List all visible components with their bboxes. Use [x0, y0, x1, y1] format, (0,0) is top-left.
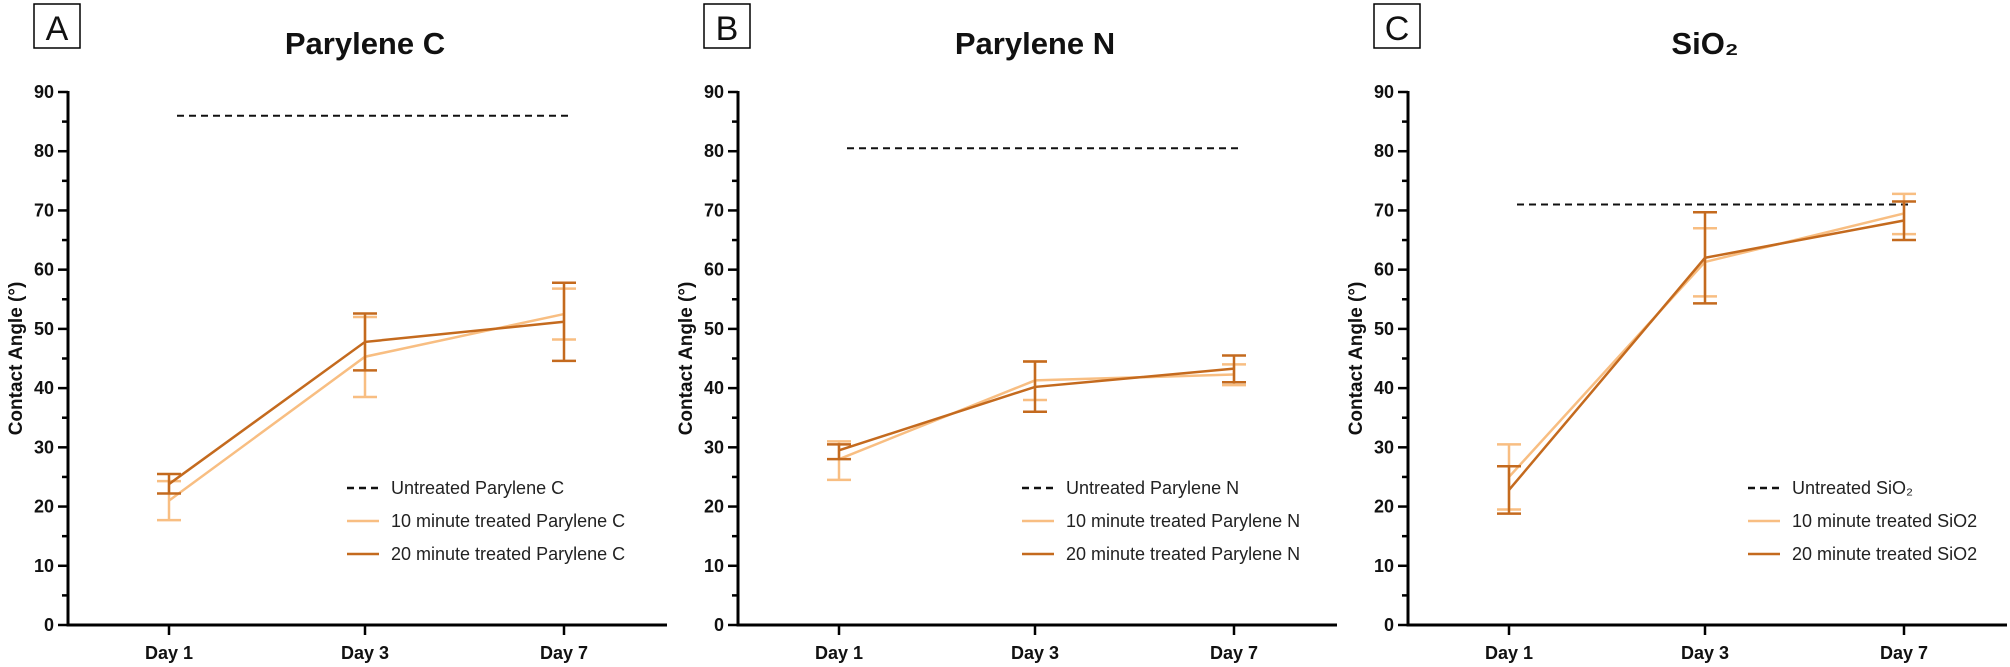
error-bar — [157, 472, 181, 495]
y-tick-label: 90 — [704, 82, 724, 102]
legend-label: 10 minute treated Parylene C — [391, 511, 625, 531]
error-bar — [1892, 200, 1916, 242]
y-tick-label: 20 — [704, 497, 724, 517]
y-tick-label: 90 — [34, 82, 54, 102]
y-tick-label: 50 — [1374, 319, 1394, 339]
y-tick-label: 0 — [1384, 615, 1394, 635]
chart-panel-a: A Parylene C Contact Angle (°) 0 10 20 30 40 50 6… — [6, 3, 667, 663]
y-tick-label: 60 — [34, 260, 54, 280]
y-tick-label: 20 — [34, 497, 54, 517]
y-tick-label: 0 — [714, 615, 724, 635]
error-bar — [552, 281, 576, 363]
error-bar — [353, 312, 377, 372]
y-tick-label: 10 — [704, 556, 724, 576]
chart-panel-b: B Parylene N Contact Angle (°) 0 10 20 30 40 50 6… — [676, 3, 1337, 663]
y-tick-label: 50 — [34, 319, 54, 339]
y-tick-label: 80 — [1374, 141, 1394, 161]
y-tick-label: 30 — [1374, 437, 1394, 457]
x-tick-label: Day 3 — [1681, 643, 1729, 663]
legend-label: 10 minute treated Parylene N — [1066, 511, 1300, 531]
legend-label: Untreated Parylene C — [391, 478, 564, 498]
panel-label-box — [33, 3, 81, 49]
y-tick-label: 40 — [34, 378, 54, 398]
panel-label-box — [703, 3, 751, 49]
y-tick-label: 20 — [1374, 497, 1394, 517]
legend-label: 10 minute treated SiO2 — [1792, 511, 1977, 531]
y-tick-label: 90 — [1374, 82, 1394, 102]
y-tick-label: 80 — [34, 141, 54, 161]
y-axis-label: Contact Angle (°) — [676, 282, 697, 436]
legend: Untreated Parylene N 10 minute treated Pa… — [1022, 478, 1300, 564]
x-tick-label: Day 1 — [815, 643, 863, 663]
error-bar — [1693, 210, 1717, 305]
y-tick-label: 60 — [1374, 260, 1394, 280]
legend-label: 20 minute treated Parylene N — [1066, 544, 1300, 564]
error-bar — [1497, 465, 1521, 515]
legend: Untreated SiO₂ 10 minute treated SiO2 20 m… — [1748, 478, 1977, 564]
y-tick-label: 40 — [1374, 378, 1394, 398]
x-tick-label: Day 7 — [1210, 643, 1258, 663]
y-tick-label: 30 — [704, 437, 724, 457]
y-tick-label: 70 — [704, 200, 724, 220]
panel-label-box — [1373, 3, 1421, 49]
error-bar — [1222, 354, 1246, 384]
series-line-20min — [168, 320, 565, 486]
y-tick-label: 70 — [34, 200, 54, 220]
panel-label: A — [46, 10, 69, 48]
legend-label: 20 minute treated Parylene C — [391, 544, 625, 564]
legend-label: Untreated SiO₂ — [1792, 478, 1913, 498]
y-tick-label: 80 — [704, 141, 724, 161]
legend: Untreated Parylene C 10 minute treated Pa… — [347, 478, 625, 564]
panel-label: C — [1385, 10, 1410, 48]
legend-label: Untreated Parylene N — [1066, 478, 1239, 498]
chart-title: Parylene N — [955, 26, 1115, 61]
chart-title: SiO₂ — [1671, 26, 1738, 61]
y-tick-label: 0 — [44, 615, 54, 635]
y-tick-label: 60 — [704, 260, 724, 280]
chart-title: Parylene C — [285, 26, 445, 61]
x-tick-label: Day 3 — [341, 643, 389, 663]
y-tick-label: 10 — [1374, 556, 1394, 576]
series-line-10min — [1508, 212, 1905, 478]
panel-label: B — [716, 10, 739, 48]
x-tick-label: Day 1 — [1485, 643, 1533, 663]
x-tick-label: Day 1 — [145, 643, 193, 663]
y-tick-label: 50 — [704, 319, 724, 339]
y-tick-label: 30 — [34, 437, 54, 457]
y-tick-label: 70 — [1374, 200, 1394, 220]
y-axis-label: Contact Angle (°) — [6, 282, 27, 436]
y-tick-label: 40 — [704, 378, 724, 398]
x-tick-label: Day 7 — [540, 643, 588, 663]
x-tick-label: Day 3 — [1011, 643, 1059, 663]
y-axis-label: Contact Angle (°) — [1346, 282, 1367, 436]
x-tick-label: Day 7 — [1880, 643, 1928, 663]
legend-label: 20 minute treated SiO2 — [1792, 544, 1977, 564]
error-bar — [1023, 360, 1047, 414]
y-tick-label: 10 — [34, 556, 54, 576]
error-bar — [827, 443, 851, 461]
chart-panel-c: C SiO₂ Contact Angle (°) 0 10 20 30 40 50 60 70 80 9… — [1346, 3, 2007, 663]
